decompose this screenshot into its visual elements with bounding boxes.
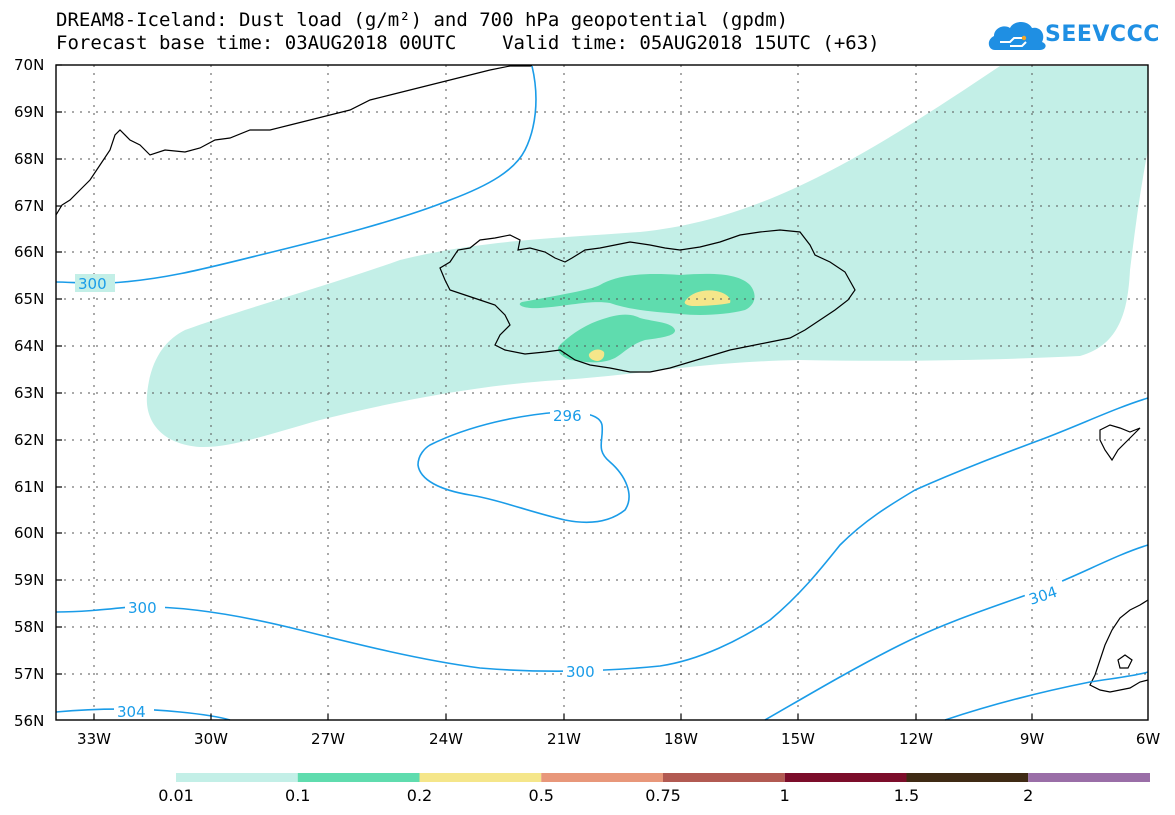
legend-swatch xyxy=(176,773,298,782)
legend-label: 1.5 xyxy=(893,786,920,805)
lat-label: 59N xyxy=(14,571,44,589)
lon-label: 6W xyxy=(1136,730,1161,748)
lon-label: 24W xyxy=(429,730,463,748)
contour-304-southeast xyxy=(764,544,1149,721)
legend-label: 0.5 xyxy=(528,786,554,805)
contour-304-southwest xyxy=(55,708,231,721)
dust-region-medium-south xyxy=(558,314,676,363)
chart-subtitle: Forecast base time: 03AUG2018 00UTC Vali… xyxy=(56,32,880,54)
contour-300-south xyxy=(55,397,1149,673)
contour-label: 296 xyxy=(553,407,582,425)
lat-label: 63N xyxy=(14,384,44,402)
chart-title: DREAM8-Iceland: Dust load (g/m²) and 700… xyxy=(56,9,789,31)
legend-swatch xyxy=(784,773,907,782)
lon-label: 21W xyxy=(547,730,581,748)
contour-label: 304 xyxy=(117,703,146,721)
lat-label: 66N xyxy=(14,243,44,261)
lat-label: 56N xyxy=(14,712,44,730)
lat-label: 61N xyxy=(14,478,44,496)
legend-colorbar xyxy=(176,773,1150,782)
dust-region-high-east xyxy=(684,290,731,306)
lon-label: 15W xyxy=(781,730,815,748)
shetland-islands xyxy=(1117,654,1133,669)
greenland-coast xyxy=(55,65,532,216)
faroe-islands xyxy=(1099,424,1141,462)
legend-swatch xyxy=(297,773,420,782)
lat-label: 70N xyxy=(14,56,44,74)
axis-ticks xyxy=(56,64,1033,720)
cloud-logo-icon xyxy=(988,22,1046,50)
lat-label: 65N xyxy=(14,290,44,308)
dust-region-light xyxy=(146,66,1148,448)
contour-304-east xyxy=(944,671,1149,721)
contour-labels: 300 296 300 300 304 304 xyxy=(75,274,1067,721)
lat-label: 57N xyxy=(14,665,44,683)
geopotential-contours xyxy=(55,65,1149,721)
lat-label: 69N xyxy=(14,103,44,121)
iceland-coast xyxy=(439,229,856,373)
legend-swatch xyxy=(663,773,785,782)
contour-label: 300 xyxy=(566,663,595,681)
legend-swatch xyxy=(1028,773,1150,782)
legend-label: 0.2 xyxy=(406,786,433,805)
lat-label: 60N xyxy=(14,524,44,542)
latitude-labels: 70N 69N 68N 67N 66N 65N 64N 63N 62N 61N … xyxy=(14,56,44,730)
lon-label: 12W xyxy=(899,730,933,748)
coastlines xyxy=(55,65,1149,693)
lon-label: 30W xyxy=(194,730,228,748)
lat-label: 58N xyxy=(14,618,44,636)
lat-label: 68N xyxy=(14,150,44,168)
legend-label: 0.01 xyxy=(158,786,194,805)
dust-load-shading xyxy=(146,66,1148,448)
lat-label: 67N xyxy=(14,197,44,215)
brand-name: SEEVCCC xyxy=(1045,22,1160,47)
contour-label: 300 xyxy=(78,275,107,293)
legend-swatch xyxy=(419,773,542,782)
lon-label: 9W xyxy=(1020,730,1045,748)
lon-label: 18W xyxy=(664,730,698,748)
legend-label: 0.1 xyxy=(285,786,311,805)
longitude-labels: 33W 30W 27W 24W 21W 18W 15W 12W 9W 6W xyxy=(77,730,1160,748)
lat-label: 62N xyxy=(14,431,44,449)
legend-label: 0.75 xyxy=(645,786,681,805)
legend-swatch xyxy=(906,773,1029,782)
dust-region-high-west xyxy=(588,349,605,361)
legend-label: 1 xyxy=(779,786,790,805)
lat-label: 64N xyxy=(14,337,44,355)
scotland-coast xyxy=(1089,599,1149,693)
lon-label: 27W xyxy=(311,730,345,748)
contour-296 xyxy=(417,411,630,524)
contour-label: 300 xyxy=(128,599,157,617)
legend-label: 2 xyxy=(1023,786,1034,805)
lon-label: 33W xyxy=(77,730,111,748)
legend-swatch xyxy=(541,773,663,782)
